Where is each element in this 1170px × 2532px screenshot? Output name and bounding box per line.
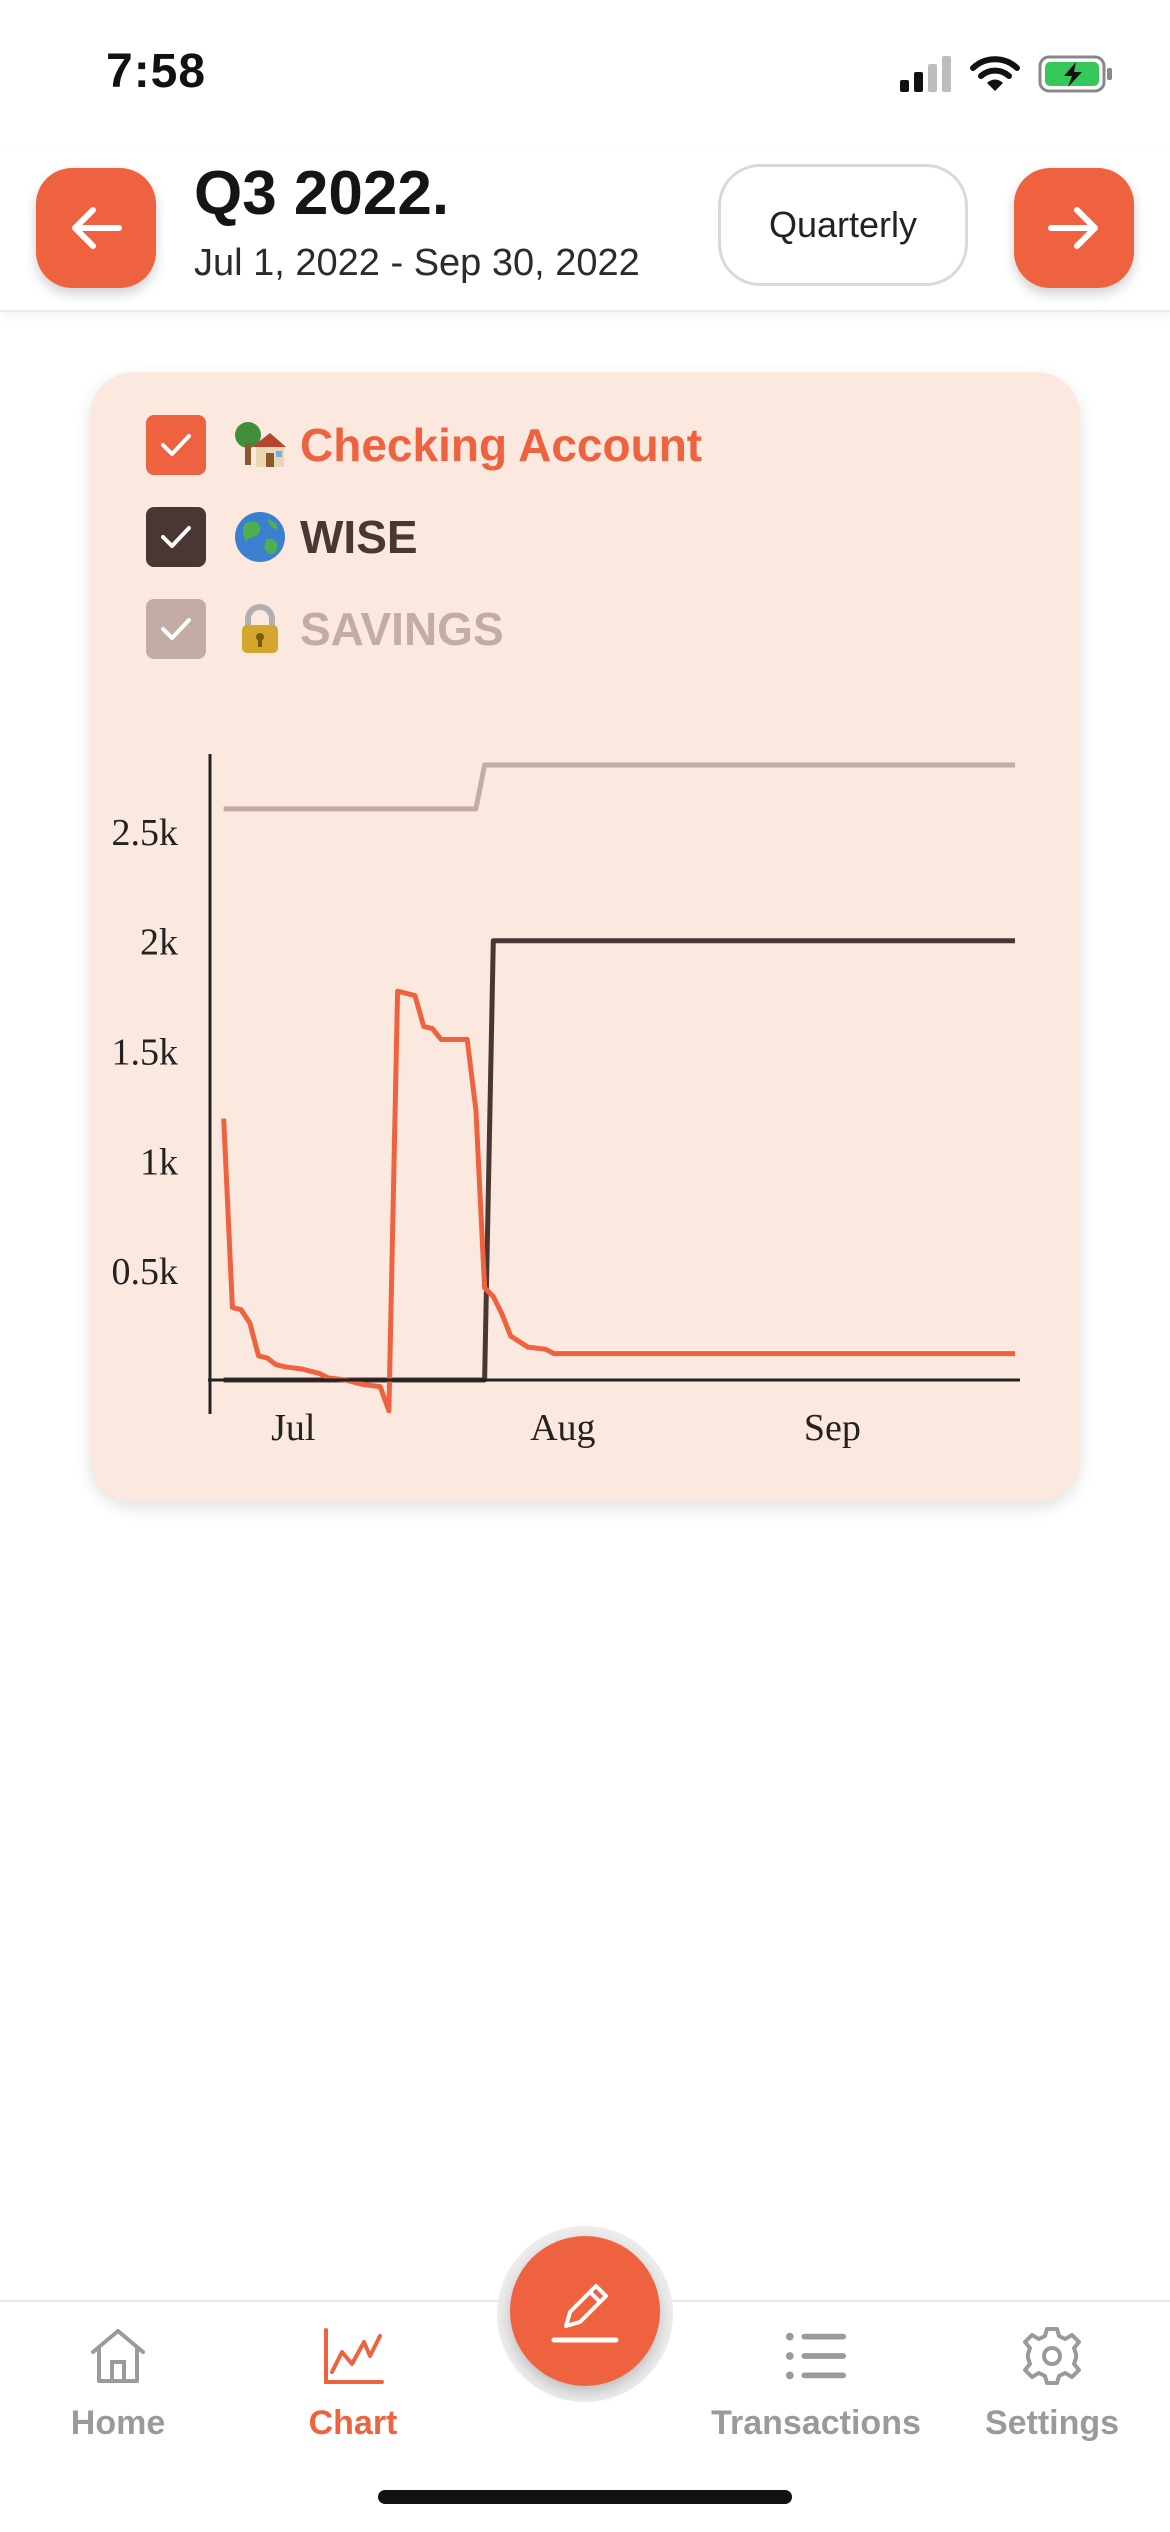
arrow-left-icon [72, 207, 122, 249]
status-bar: 7:58 [0, 0, 1170, 150]
period-header: Q3 2022. Jul 1, 2022 - Sep 30, 2022 Quar… [0, 150, 1170, 312]
tab-transactions[interactable]: Transactions [706, 2324, 926, 2464]
tab-transactions-label: Transactions [711, 2404, 921, 2442]
battery-charging-icon [1038, 55, 1112, 93]
checking-checkbox[interactable] [146, 415, 206, 475]
lock-icon [232, 601, 288, 657]
x-tick-label: Sep [804, 1407, 861, 1449]
wise-label: WISE [300, 511, 418, 563]
tab-settings[interactable]: Settings [942, 2324, 1162, 2464]
status-icons [898, 52, 1114, 96]
previous-period-button[interactable] [36, 168, 156, 288]
legend-item-wise[interactable]: WISE [146, 506, 418, 568]
tab-chart[interactable]: Chart [243, 2324, 463, 2464]
balance-chart-card: Checking Account WISE [90, 372, 1080, 1502]
legend-item-savings[interactable]: SAVINGS [146, 598, 504, 660]
checkmark-icon [161, 618, 191, 640]
savings-checkbox[interactable] [146, 599, 206, 659]
house-with-tree-icon [232, 417, 288, 473]
chart-icon [321, 2324, 385, 2388]
period-title: Q3 2022. [194, 159, 450, 228]
status-time: 7:58 [106, 45, 207, 98]
series-line-wise [223, 938, 1015, 1383]
y-tick-label: 0.5k [112, 1251, 179, 1293]
checkmark-icon [161, 526, 191, 548]
period-date-range: Jul 1, 2022 - Sep 30, 2022 [194, 242, 640, 284]
checking-label: Checking Account [300, 419, 703, 471]
next-period-button[interactable] [1014, 168, 1134, 288]
checkmark-icon [161, 434, 191, 456]
list-icon [784, 2324, 848, 2388]
tab-home[interactable]: Home [8, 2324, 228, 2464]
tab-settings-label: Settings [984, 2404, 1120, 2442]
arrow-right-icon [1048, 207, 1098, 249]
gear-icon [1020, 2324, 1084, 2388]
balance-line-chart: 0.5k 1k 1.5k 2k 2.5k Jul Aug Sep [112, 754, 1020, 1449]
home-icon [86, 2324, 150, 2388]
cellular-signal-icon [900, 56, 951, 92]
tab-chart-label: Chart [308, 2404, 398, 2442]
y-tick-label: 1.5k [112, 1032, 179, 1074]
y-tick-label: 2k [140, 922, 178, 964]
home-indicator [378, 2490, 792, 2504]
legend-item-checking[interactable]: Checking Account [146, 414, 702, 476]
series-line-checking-account [221, 988, 1015, 1414]
x-tick-label: Jul [271, 1407, 315, 1449]
y-tick-label: 1k [140, 1141, 178, 1183]
globe-icon [232, 509, 288, 565]
y-tick-label: 2.5k [112, 812, 179, 854]
series-line-savings [223, 762, 1015, 812]
wifi-icon [970, 56, 1020, 91]
period-type-select[interactable]: Quarterly [718, 164, 968, 286]
x-tick-label: Aug [530, 1407, 595, 1449]
pencil-icon [551, 2284, 619, 2343]
savings-label: SAVINGS [300, 603, 504, 655]
tab-home-label: Home [70, 2404, 166, 2442]
wise-checkbox[interactable] [146, 507, 206, 567]
add-transaction-button[interactable] [510, 2236, 660, 2386]
